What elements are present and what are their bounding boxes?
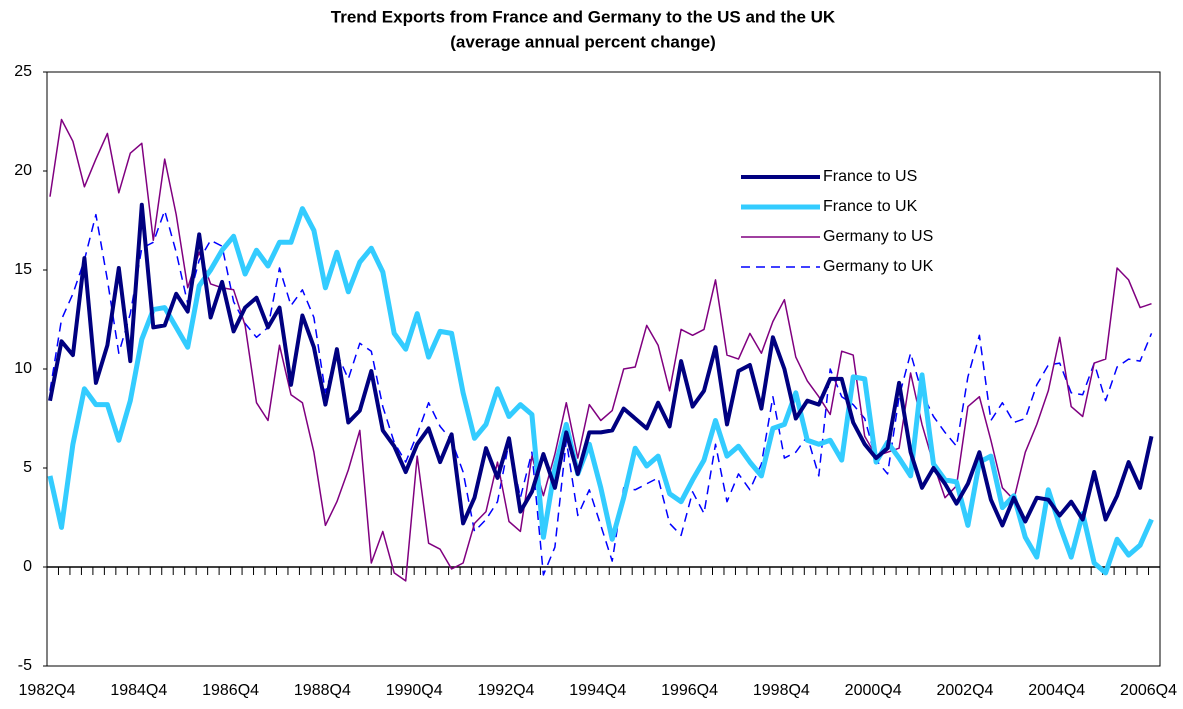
legend-label: France to US bbox=[823, 168, 917, 185]
x-tick-label: 1988Q4 bbox=[294, 682, 351, 699]
x-tick-label: 2002Q4 bbox=[936, 682, 993, 699]
x-tick-label: 1990Q4 bbox=[386, 682, 443, 699]
series-line bbox=[48, 202, 1154, 528]
x-tick-label: 1996Q4 bbox=[661, 682, 718, 699]
legend-label: Germany to UK bbox=[823, 258, 934, 275]
x-tick-label: 1984Q4 bbox=[110, 682, 167, 699]
x-tick-label: 1994Q4 bbox=[569, 682, 626, 699]
x-tick-label: 1982Q4 bbox=[19, 682, 76, 699]
y-tick-label: 25 bbox=[14, 63, 32, 80]
x-tick-label: 1986Q4 bbox=[202, 682, 259, 699]
x-tick-label: 1992Q4 bbox=[478, 682, 535, 699]
x-tick-label: 2000Q4 bbox=[845, 682, 902, 699]
x-tick-label: 2004Q4 bbox=[1028, 682, 1085, 699]
chart-title: Trend Exports from France and Germany to… bbox=[331, 7, 836, 26]
y-tick-label: 5 bbox=[23, 459, 32, 476]
legend-label: France to UK bbox=[823, 198, 918, 215]
x-tick-label: 1998Q4 bbox=[753, 682, 810, 699]
x-tick-label: 2006Q4 bbox=[1120, 682, 1177, 699]
legend-label: Germany to US bbox=[823, 228, 933, 245]
series-line bbox=[47, 206, 1154, 576]
y-tick-label: 15 bbox=[14, 261, 32, 278]
series-line bbox=[49, 118, 1152, 582]
series-line bbox=[49, 209, 1153, 576]
y-tick-label: 20 bbox=[14, 162, 32, 179]
y-tick-label: 10 bbox=[14, 360, 32, 377]
y-tick-label: 0 bbox=[23, 558, 32, 575]
y-tick-label: -5 bbox=[18, 657, 32, 674]
chart-subtitle: (average annual percent change) bbox=[450, 32, 715, 51]
